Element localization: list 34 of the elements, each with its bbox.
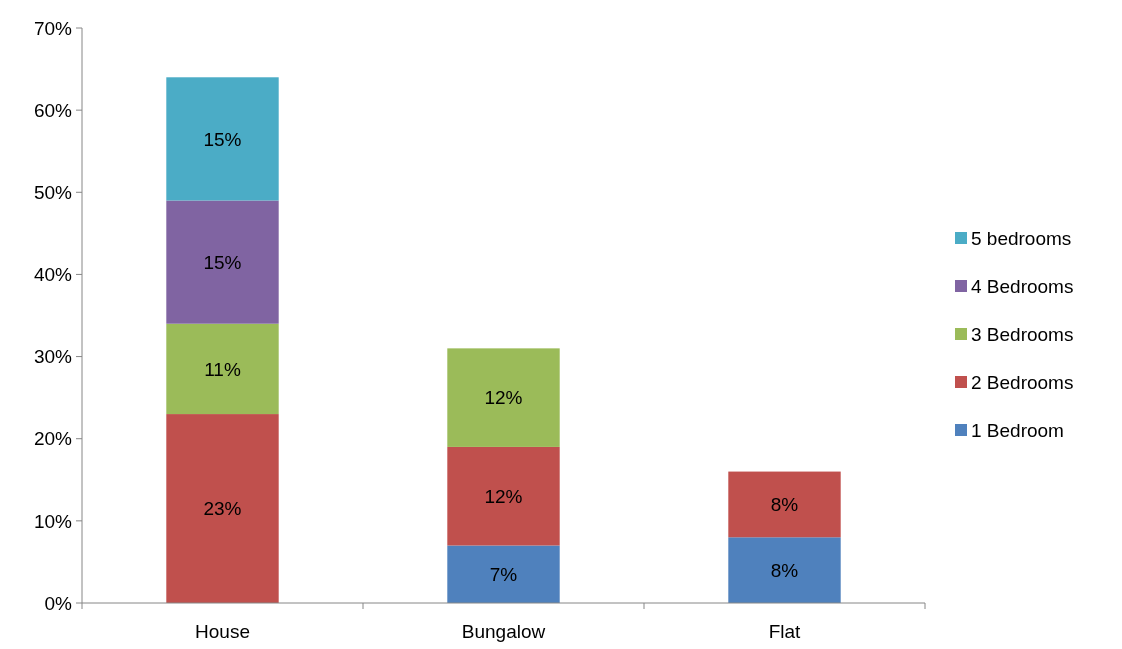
legend-label: 1 Bedroom [971, 419, 1064, 441]
y-tick-label: 10% [33, 510, 73, 532]
y-tick-label: 30% [33, 346, 73, 368]
y-tick-label: 50% [33, 181, 73, 203]
bar [166, 200, 279, 324]
data-label: 23% [203, 498, 242, 520]
legend-label: 5 bedrooms [971, 227, 1072, 249]
x-tick-label: Bungalow [461, 620, 546, 642]
bar [166, 77, 279, 201]
bar [728, 471, 841, 538]
bar [447, 348, 560, 447]
bar [447, 545, 560, 603]
bar [166, 414, 279, 603]
y-tick-label: 0% [44, 592, 73, 614]
data-label: 15% [203, 128, 242, 150]
data-label: 12% [484, 485, 523, 507]
data-label: 8% [770, 559, 799, 581]
y-tick-label: 60% [33, 99, 73, 121]
legend-label: 4 Bedrooms [971, 275, 1074, 297]
y-tick-label: 40% [33, 264, 73, 286]
data-label: 12% [484, 387, 523, 409]
legend-label: 3 Bedrooms [971, 323, 1074, 345]
y-tick-label: 20% [33, 428, 73, 450]
data-label: 8% [770, 494, 799, 516]
data-label: 11% [204, 358, 241, 380]
x-tick-label: Flat [768, 620, 802, 642]
y-tick-label: 70% [33, 17, 73, 39]
bar [447, 446, 560, 546]
legend-label: 2 Bedrooms [971, 371, 1074, 393]
x-tick-label: House [195, 620, 250, 642]
bar [728, 537, 841, 603]
data-label: 7% [489, 563, 518, 585]
bar [166, 323, 279, 415]
data-label: 15% [203, 251, 242, 273]
